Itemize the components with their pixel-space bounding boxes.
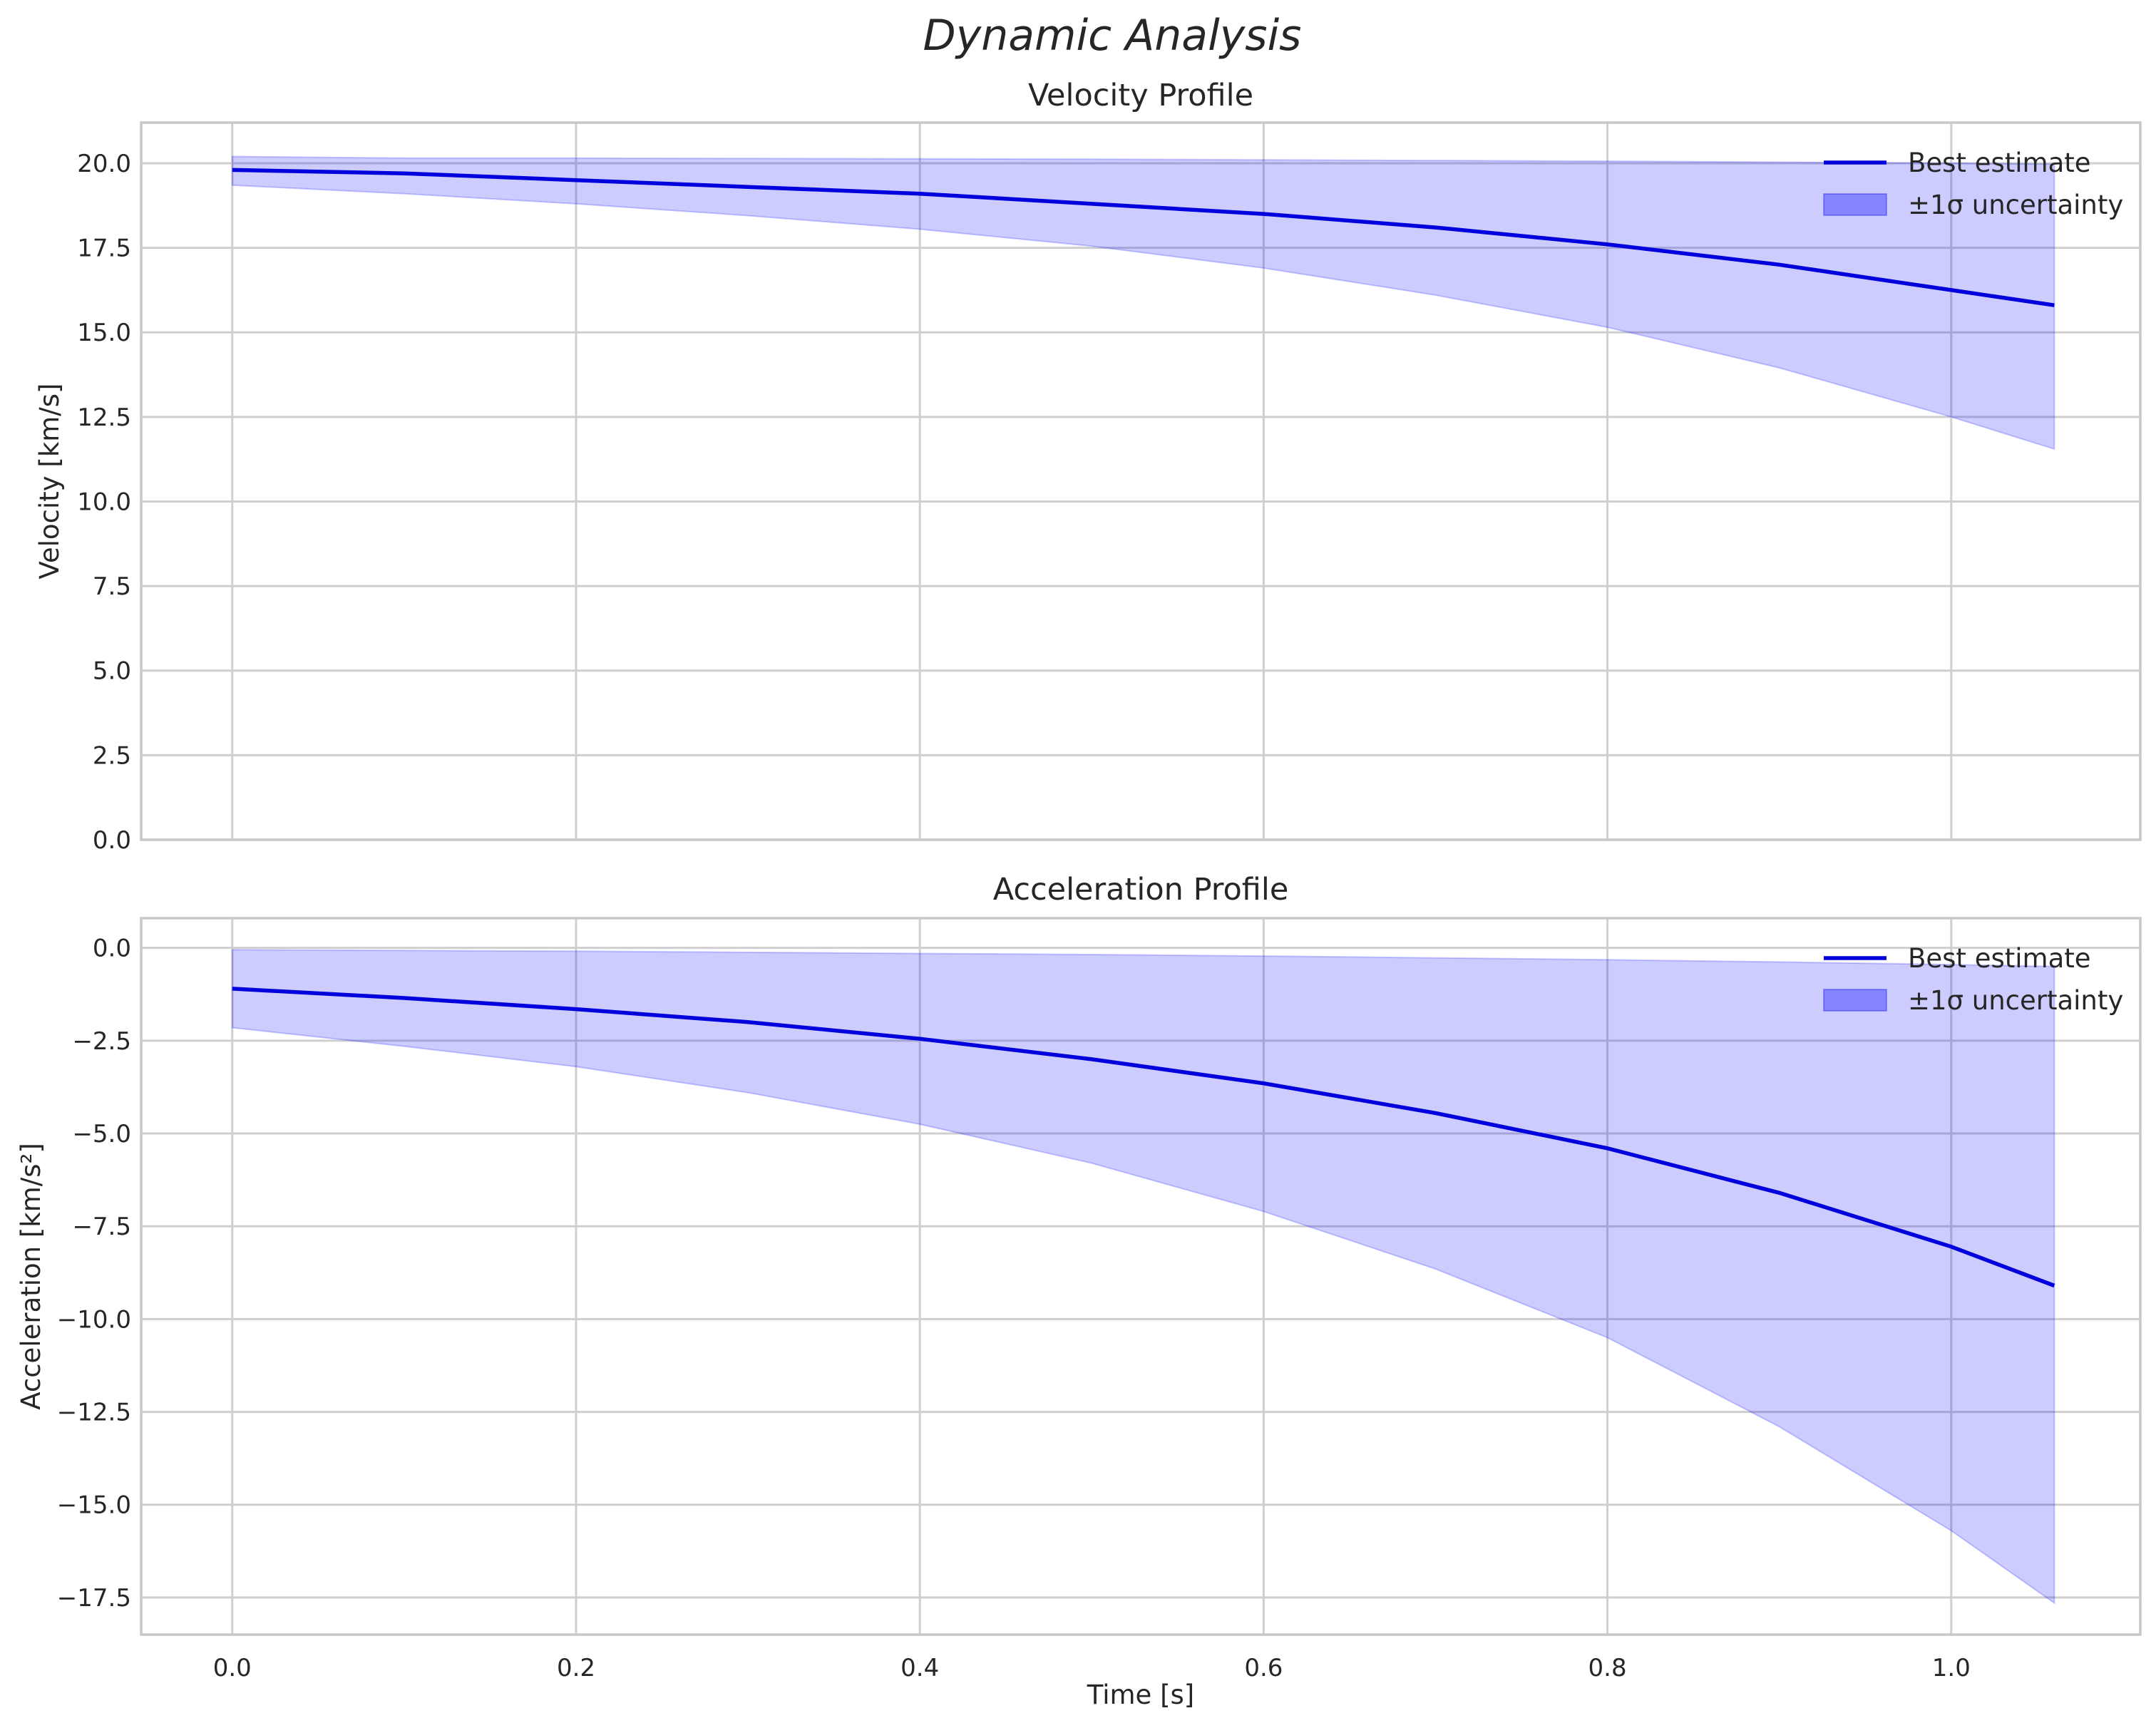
- acceleration-uncertainty-band: [231, 949, 2055, 1605]
- acceleration-best-estimate-line: [232, 987, 2055, 1288]
- acceleration-y-tick-label: 0.0: [93, 935, 131, 963]
- x-tick-label: 0.2: [557, 1654, 595, 1682]
- x-tick-label: 0.4: [900, 1654, 939, 1682]
- acceleration-legend-band-swatch: [1823, 989, 1887, 1012]
- velocity-y-tick-label: 10.0: [77, 488, 131, 516]
- velocity-y-tick-label: 17.5: [77, 235, 131, 263]
- velocity-legend-best-estimate: Best estimate: [1908, 148, 2091, 178]
- velocity-y-tick-label: 12.5: [77, 403, 131, 432]
- acceleration-y-tick-label: −2.5: [72, 1027, 131, 1056]
- figure-title: Dynamic Analysis: [923, 11, 1302, 61]
- x-tick-label: 0.8: [1588, 1654, 1627, 1682]
- velocity-best-estimate-line: [232, 168, 2055, 307]
- velocity-y-tick-label: 5.0: [93, 657, 131, 686]
- x-tick-label: 0.0: [213, 1654, 252, 1682]
- velocity-panel: 0.0 2.5 5.0 7.5 10.0 12.5 15.0 17.5 20.0 Velocity…: [34, 78, 2142, 855]
- velocity-y-tick-label: 15.0: [77, 319, 131, 347]
- acceleration-y-tick-label: −10.0: [57, 1305, 131, 1334]
- x-axis-label: Time [s]: [1087, 1680, 1194, 1710]
- acceleration-title: Acceleration Profile: [993, 872, 1289, 907]
- acceleration-y-tick-label: −7.5: [72, 1213, 131, 1241]
- velocity-legend-band-swatch: [1823, 193, 1887, 216]
- x-tick-label: 0.6: [1244, 1654, 1283, 1682]
- velocity-y-axis-label: Velocity [km/s]: [34, 384, 65, 580]
- acceleration-y-tick-label: −15.0: [57, 1491, 131, 1520]
- acceleration-y-tick-label: −12.5: [57, 1399, 131, 1427]
- velocity-y-tick-label: 2.5: [93, 741, 131, 770]
- acceleration-axes-frame: [140, 917, 2142, 1636]
- velocity-y-tick-label: 20.0: [77, 150, 131, 178]
- velocity-y-tick-label: 7.5: [93, 572, 131, 601]
- velocity-axes-frame: [140, 121, 2142, 841]
- acceleration-panel: 0.0 −2.5 −5.0 −7.5 −10.0 −12.5 −15.0 −17.5 Accel…: [16, 872, 2142, 1682]
- velocity-uncertainty-band: [231, 155, 2055, 451]
- acceleration-y-tick-label: −5.0: [72, 1120, 131, 1148]
- acceleration-y-axis-label: Acceleration [km/s²]: [16, 1143, 46, 1410]
- velocity-legend-uncertainty: ±1σ uncertainty: [1908, 190, 2123, 220]
- velocity-title: Velocity Profile: [1028, 78, 1253, 113]
- x-tick-label: 1.0: [1932, 1654, 1971, 1682]
- velocity-y-tick-label: 0.0: [93, 826, 131, 855]
- acceleration-legend-best-estimate: Best estimate: [1908, 943, 2091, 974]
- acceleration-legend-uncertainty: ±1σ uncertainty: [1908, 985, 2123, 1016]
- acceleration-y-tick-label: −17.5: [57, 1584, 131, 1613]
